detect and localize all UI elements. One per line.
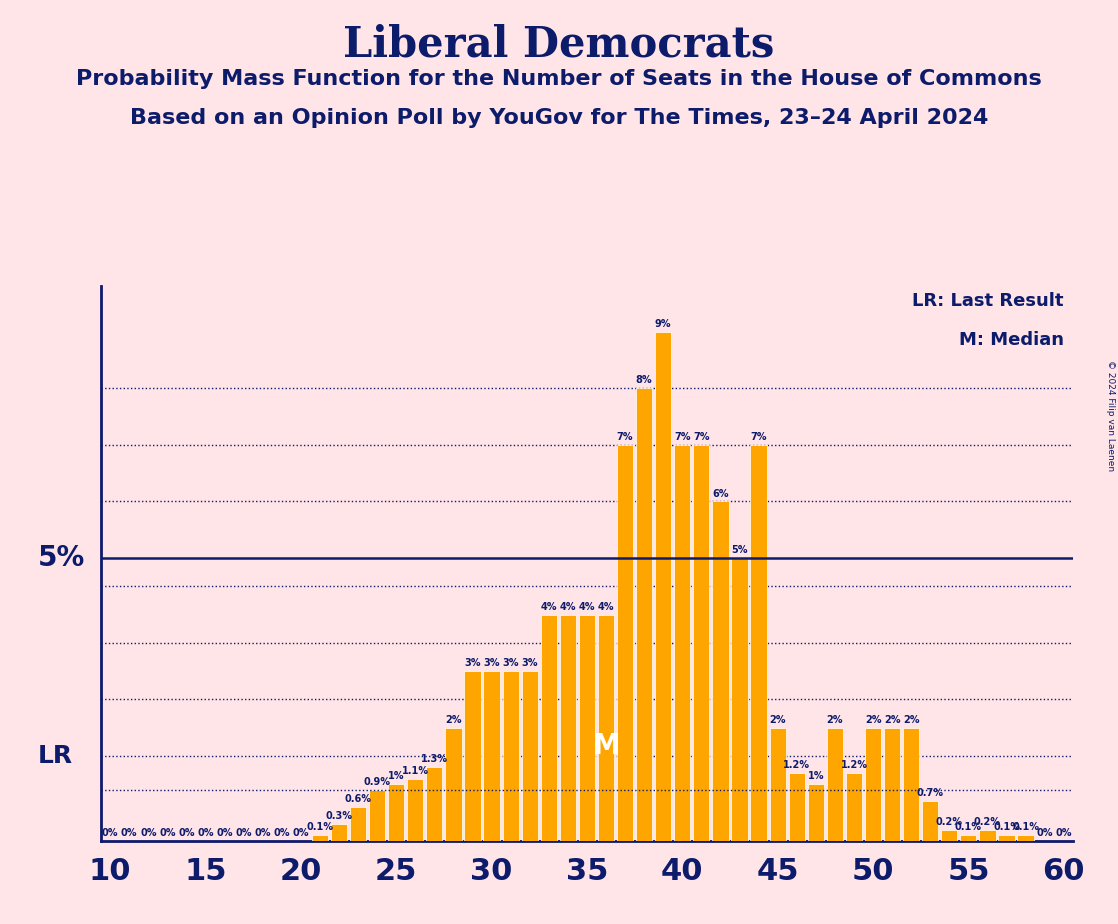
Bar xyxy=(674,444,691,841)
Text: 0%: 0% xyxy=(159,828,176,838)
Text: 0.1%: 0.1% xyxy=(955,822,982,833)
Text: 1.2%: 1.2% xyxy=(841,760,868,770)
Text: 0.6%: 0.6% xyxy=(344,794,371,804)
Bar xyxy=(903,728,919,841)
Text: 5%: 5% xyxy=(37,544,85,572)
Bar xyxy=(846,773,862,841)
Text: M: M xyxy=(593,732,619,760)
Bar xyxy=(1017,835,1034,841)
Text: 4%: 4% xyxy=(560,602,576,612)
Bar xyxy=(960,835,976,841)
Text: 0%: 0% xyxy=(255,828,271,838)
Text: LR: LR xyxy=(37,744,73,768)
Text: 1%: 1% xyxy=(807,772,824,782)
Text: 7%: 7% xyxy=(750,432,767,442)
Bar xyxy=(350,807,367,841)
Text: 1%: 1% xyxy=(388,772,405,782)
Bar xyxy=(979,830,995,841)
Text: LR: Last Result: LR: Last Result xyxy=(912,292,1063,310)
Text: 0%: 0% xyxy=(178,828,195,838)
Text: 0.2%: 0.2% xyxy=(936,817,963,827)
Text: Probability Mass Function for the Number of Seats in the House of Commons: Probability Mass Function for the Number… xyxy=(76,69,1042,90)
Text: 9%: 9% xyxy=(655,319,672,329)
Text: 3%: 3% xyxy=(483,658,500,668)
Text: 2%: 2% xyxy=(769,715,786,724)
Text: 3%: 3% xyxy=(521,658,538,668)
Text: 0.3%: 0.3% xyxy=(325,811,352,821)
Text: 0%: 0% xyxy=(121,828,138,838)
Text: 0.1%: 0.1% xyxy=(993,822,1020,833)
Bar xyxy=(941,830,957,841)
Text: 0%: 0% xyxy=(140,828,157,838)
Text: Based on an Opinion Poll by YouGov for The Times, 23–24 April 2024: Based on an Opinion Poll by YouGov for T… xyxy=(130,108,988,128)
Text: 8%: 8% xyxy=(636,375,653,385)
Bar xyxy=(388,784,405,841)
Text: 3%: 3% xyxy=(502,658,519,668)
Bar xyxy=(655,332,671,841)
Bar xyxy=(312,835,328,841)
Text: 1.2%: 1.2% xyxy=(784,760,811,770)
Text: 0%: 0% xyxy=(217,828,233,838)
Text: 4%: 4% xyxy=(541,602,557,612)
Text: 6%: 6% xyxy=(712,489,729,499)
Bar xyxy=(617,444,633,841)
Bar xyxy=(750,444,767,841)
Bar xyxy=(922,801,938,841)
Text: Liberal Democrats: Liberal Democrats xyxy=(343,23,775,65)
Bar xyxy=(426,767,443,841)
Bar xyxy=(884,728,900,841)
Text: 2%: 2% xyxy=(903,715,919,724)
Bar xyxy=(331,824,347,841)
Bar xyxy=(522,671,538,841)
Bar xyxy=(483,671,500,841)
Text: 0%: 0% xyxy=(293,828,309,838)
Bar xyxy=(598,614,614,841)
Text: 7%: 7% xyxy=(693,432,710,442)
Text: 0.1%: 0.1% xyxy=(306,822,333,833)
Text: 0.9%: 0.9% xyxy=(363,777,390,787)
Text: 0.7%: 0.7% xyxy=(917,788,944,798)
Bar xyxy=(503,671,519,841)
Text: 0%: 0% xyxy=(1036,828,1053,838)
Text: 0.1%: 0.1% xyxy=(1012,822,1039,833)
Bar xyxy=(788,773,805,841)
Text: 7%: 7% xyxy=(674,432,691,442)
Text: 0%: 0% xyxy=(197,828,214,838)
Text: 4%: 4% xyxy=(598,602,614,612)
Bar xyxy=(560,614,576,841)
Text: 1.1%: 1.1% xyxy=(401,766,429,776)
Text: 0%: 0% xyxy=(236,828,252,838)
Bar xyxy=(445,728,462,841)
Bar xyxy=(464,671,481,841)
Bar xyxy=(369,790,386,841)
Bar xyxy=(636,388,652,841)
Text: 5%: 5% xyxy=(731,545,748,555)
Text: 0%: 0% xyxy=(102,828,119,838)
Text: 2%: 2% xyxy=(445,715,462,724)
Text: 7%: 7% xyxy=(617,432,633,442)
Text: 3%: 3% xyxy=(464,658,481,668)
Text: 0%: 0% xyxy=(274,828,290,838)
Bar xyxy=(541,614,557,841)
Text: 2%: 2% xyxy=(884,715,900,724)
Bar xyxy=(731,558,748,841)
Bar xyxy=(579,614,595,841)
Bar xyxy=(407,779,424,841)
Bar xyxy=(865,728,881,841)
Text: 2%: 2% xyxy=(865,715,881,724)
Bar xyxy=(769,728,786,841)
Text: 2%: 2% xyxy=(826,715,843,724)
Text: M: Median: M: Median xyxy=(958,331,1063,348)
Text: 4%: 4% xyxy=(579,602,595,612)
Bar xyxy=(693,444,710,841)
Bar xyxy=(827,728,843,841)
Text: 0%: 0% xyxy=(1055,828,1072,838)
Bar xyxy=(712,502,729,841)
Text: 0.2%: 0.2% xyxy=(974,817,1001,827)
Text: 1.3%: 1.3% xyxy=(420,755,448,764)
Bar xyxy=(998,835,1015,841)
Bar xyxy=(807,784,824,841)
Text: © 2024 Filip van Laenen: © 2024 Filip van Laenen xyxy=(1106,360,1115,471)
